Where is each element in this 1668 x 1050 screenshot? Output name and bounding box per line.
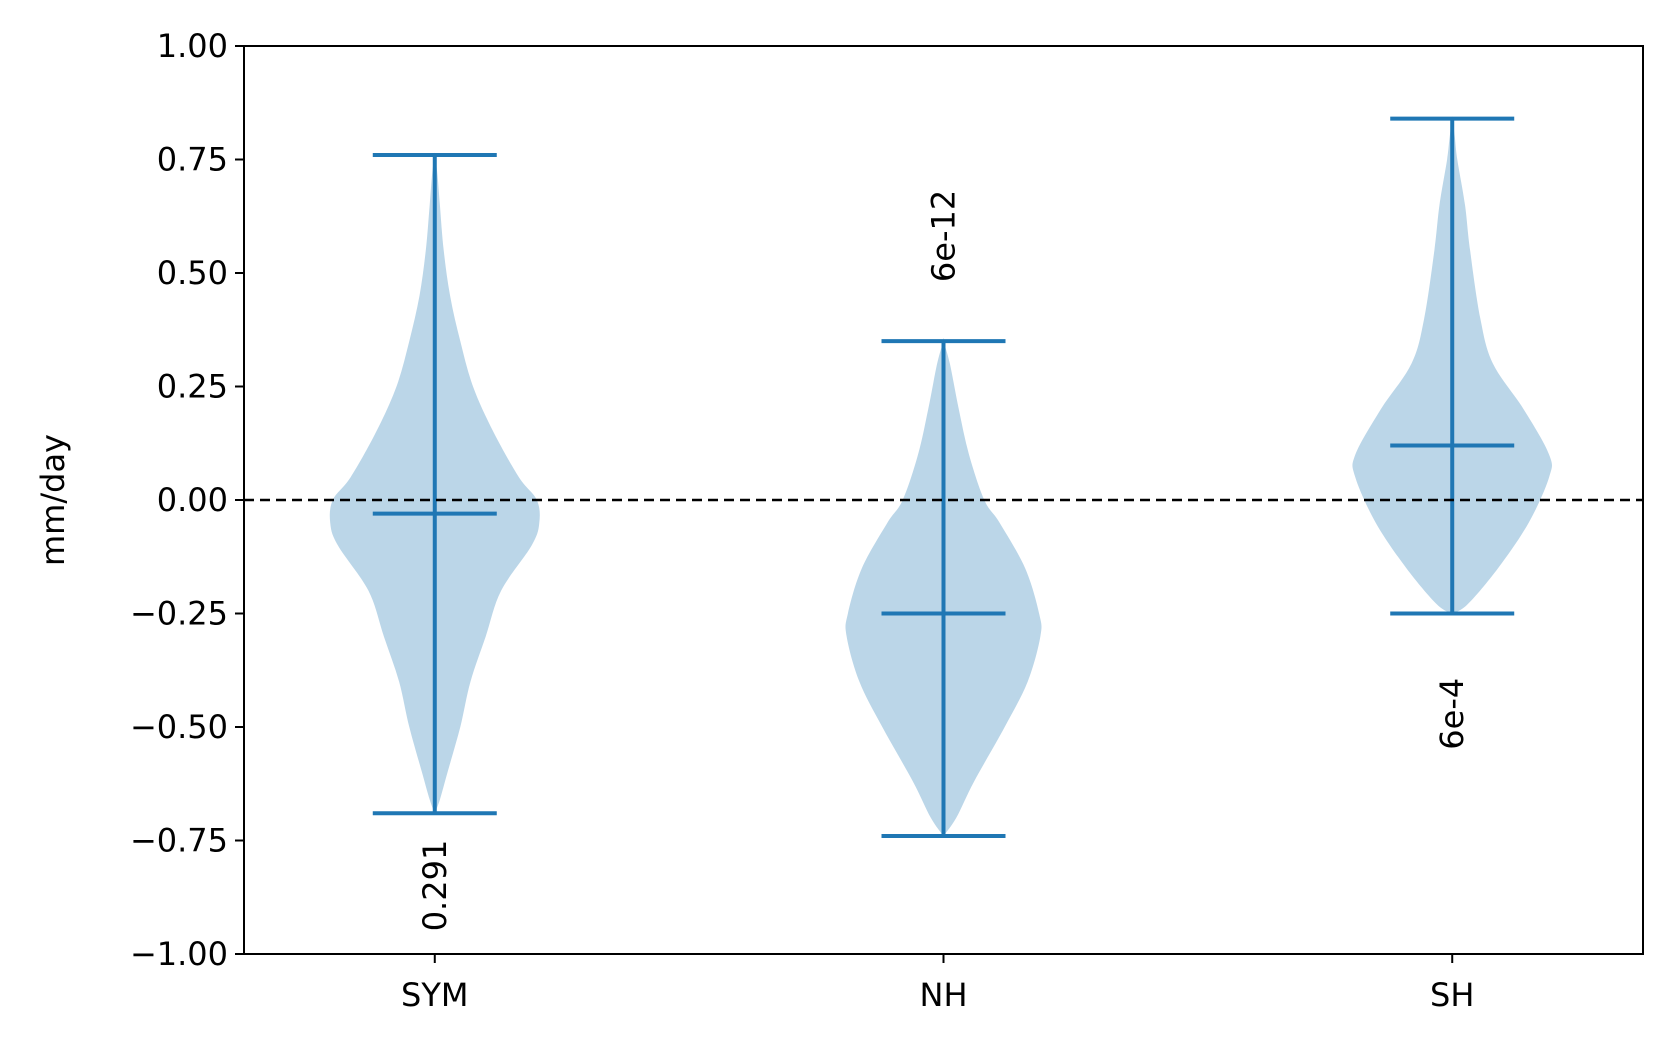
x-tick-label-nh: NH bbox=[920, 976, 968, 1014]
p-value-annotation-sym: 0.291 bbox=[416, 840, 454, 932]
y-tick-label: −1.00 bbox=[130, 935, 228, 973]
y-tick-label: −0.50 bbox=[130, 708, 228, 746]
y-tick-label: 0.00 bbox=[157, 481, 228, 519]
violin-lines bbox=[372, 116, 1515, 838]
p-value-annotations: 0.291 6e-12 6e-4 bbox=[416, 190, 1471, 932]
y-tick-label: −0.75 bbox=[130, 822, 228, 860]
y-axis: 1.00 0.75 0.50 0.25 0.00 −0.25 −0.50 −0.75 −1.00 bbox=[130, 27, 244, 973]
y-axis-label: mm/day bbox=[34, 434, 72, 566]
p-value-annotation-sh: 6e-4 bbox=[1433, 678, 1471, 750]
x-tick-label-sh: SH bbox=[1430, 976, 1474, 1014]
y-tick-label: 0.75 bbox=[157, 141, 228, 179]
y-tick-label: −0.25 bbox=[130, 595, 228, 633]
y-tick-label: 1.00 bbox=[157, 27, 228, 65]
p-value-annotation-nh: 6e-12 bbox=[925, 190, 963, 282]
x-tick-label-sym: SYM bbox=[401, 976, 468, 1014]
x-axis: SYM NH SH bbox=[401, 954, 1474, 1014]
y-tick-label: 0.25 bbox=[157, 368, 228, 406]
y-tick-label: 0.50 bbox=[157, 254, 228, 292]
